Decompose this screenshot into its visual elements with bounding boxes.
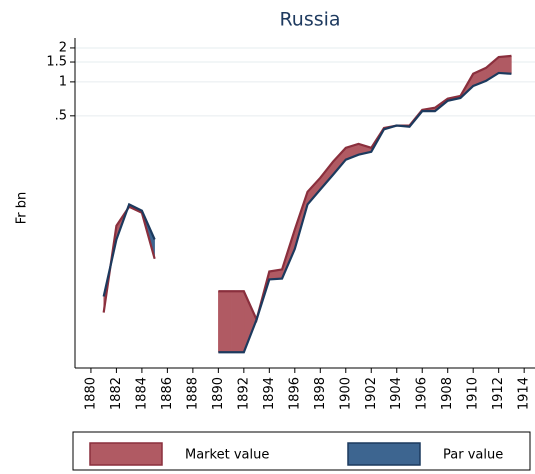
x-tick-label: 1908 [440, 377, 455, 410]
x-tick-label: 1896 [287, 377, 302, 410]
series-line [102, 54, 512, 323]
x-tick-label: 1904 [389, 377, 404, 410]
chart-title: Russia [279, 9, 340, 31]
x-tick-label: 1892 [236, 377, 251, 410]
series-line [102, 71, 512, 354]
x-tick-label: 1884 [134, 377, 149, 410]
legend-label: Par value [443, 448, 503, 463]
legend-swatch [89, 442, 163, 466]
x-tick-label: 1888 [185, 377, 200, 410]
x-tick-label: 1880 [83, 377, 98, 410]
x-tick-label: 1902 [364, 377, 379, 410]
x-tick-label: 1894 [262, 377, 277, 410]
x-tick-label: 1914 [517, 377, 532, 410]
x-tick-label: 1910 [466, 377, 481, 410]
x-tick-label: 1898 [313, 377, 328, 410]
x-tick-label: 1882 [109, 377, 124, 410]
band-fill [218, 291, 232, 353]
y-axis-label: Fr bn [15, 192, 30, 225]
y-tick-label: 1 [59, 74, 67, 89]
x-tick-label: 1900 [338, 377, 353, 410]
legend-swatch [347, 442, 421, 466]
y-tick-label: .5 [55, 108, 67, 123]
y-tick-label: 1.5 [46, 55, 67, 70]
band-fill [230, 291, 245, 353]
band-fill [498, 55, 512, 75]
x-tick-label: 1906 [415, 377, 430, 410]
legend-label: Market value [185, 448, 269, 463]
legend-box [72, 431, 531, 471]
x-tick-label: 1912 [491, 377, 506, 410]
x-tick-label: 1886 [160, 377, 175, 410]
y-tick-label: 2 [59, 40, 67, 55]
x-tick-label: 1890 [211, 377, 226, 410]
